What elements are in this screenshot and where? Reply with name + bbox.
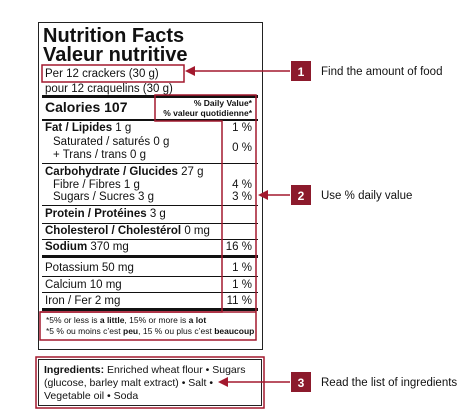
ingredients-line: Vegetable oil • Soda xyxy=(44,390,138,402)
footnote-part: , 15% or more is xyxy=(124,315,188,325)
number-badge xyxy=(291,61,311,81)
nutrient-amount: 1 g xyxy=(115,122,131,134)
nutrient-amount: 0 mg xyxy=(184,225,210,237)
ingredients-text: Enriched wheat flour • Sugars xyxy=(104,364,245,376)
serving: Per 12 crackers (30 g) xyxy=(45,68,159,80)
nutrient-name: Fat / Lipides xyxy=(45,122,112,134)
potassium: Potassium 50 mg xyxy=(45,262,134,274)
dv: 1 % xyxy=(232,122,252,134)
dv: 1 % xyxy=(232,279,252,291)
title: Nutrition Facts xyxy=(43,25,184,47)
rule xyxy=(42,119,258,121)
arrowhead xyxy=(185,66,195,76)
nutrient-name: Cholesterol / Cholestérol xyxy=(45,225,181,237)
footnote-part: a little xyxy=(100,315,125,325)
nutrient-amount: 3 g xyxy=(150,208,166,220)
annotation-text: Read the list of ingredients xyxy=(321,377,457,389)
annotation: 2 Use % daily value xyxy=(258,185,412,205)
dv: 16 % xyxy=(226,241,252,253)
number: 3 xyxy=(298,376,305,390)
dv: 4 % xyxy=(232,179,252,191)
dv: 0 % xyxy=(232,142,252,154)
footnote-fr: *5 % ou moins c’est peu, 15 % ou plus c’… xyxy=(46,326,254,336)
dv: 1 % xyxy=(232,262,252,274)
footnote-part: , 15 % ou plus c’est xyxy=(138,326,214,336)
annotation: 3 Read the list of ingredients xyxy=(218,372,457,392)
fat: Fat / Lipides 1 g xyxy=(45,122,131,134)
footnote-part: beaucoup xyxy=(214,326,254,336)
ingredients-heading: Ingredients: xyxy=(44,364,104,376)
arrowhead xyxy=(258,190,268,200)
rule xyxy=(42,255,258,258)
cholesterol: Cholesterol / Cholestérol 0 mg xyxy=(45,225,210,237)
calories: Calories 107 xyxy=(45,99,128,115)
number-badge xyxy=(291,372,311,392)
carbohydrate: Carbohydrate / Glucides 27 g xyxy=(45,166,204,178)
dv-header-fr: % valeur quotidienne* xyxy=(163,108,252,118)
rule xyxy=(42,308,258,311)
ingredients-line: (glucose, barley malt extract) • Salt • xyxy=(44,377,213,389)
dv-header: % Daily Value* xyxy=(194,98,253,108)
dv: 3 % xyxy=(232,191,252,203)
nutrient-name: Sodium xyxy=(45,241,87,253)
fibre: Fibre / Fibres 1 g xyxy=(53,179,140,191)
annotation-text: Use % daily value xyxy=(321,190,412,202)
nutrient-amount: 370 mg xyxy=(90,241,128,253)
label-border xyxy=(38,22,263,350)
nutrient-name: Carbohydrate / Glucides xyxy=(45,166,178,178)
serving-fr: pour 12 craquelins (30 g) xyxy=(45,83,173,95)
annotation-text: Find the amount of food xyxy=(321,66,442,78)
footnote-part: a lot xyxy=(189,315,207,325)
number: 2 xyxy=(298,189,305,203)
dv: 11 % xyxy=(227,295,252,307)
trans: + Trans / trans 0 g xyxy=(53,149,146,161)
rule xyxy=(42,95,258,98)
number-badge xyxy=(291,185,311,205)
sugars: Sugars / Sucres 3 g xyxy=(53,191,154,203)
ingredients-line: Ingredients: Enriched wheat flour • Suga… xyxy=(44,364,246,376)
protein: Protein / Protéines 3 g xyxy=(45,208,166,220)
nutrient-amount: 27 g xyxy=(181,166,203,178)
footnote-part: *5% or less is xyxy=(46,315,100,325)
annotation: 1 Find the amount of food xyxy=(185,61,442,81)
sodium: Sodium 370 mg xyxy=(45,241,129,253)
number: 1 xyxy=(298,65,305,79)
footnote-part: *5 % ou moins c’est xyxy=(46,326,123,336)
iron: Iron / Fer 2 mg xyxy=(45,295,120,307)
calcium: Calcium 10 mg xyxy=(45,279,122,291)
saturated: Saturated / saturés 0 g xyxy=(53,136,169,148)
footnote-part: peu xyxy=(123,326,138,336)
footnote-en: *5% or less is a little, 15% or more is … xyxy=(46,315,206,325)
highlight-serving xyxy=(41,64,185,83)
arrowhead xyxy=(218,377,228,387)
title-fr: Valeur nutritive xyxy=(43,44,188,66)
nutrient-name: Protein / Protéines xyxy=(45,208,147,220)
